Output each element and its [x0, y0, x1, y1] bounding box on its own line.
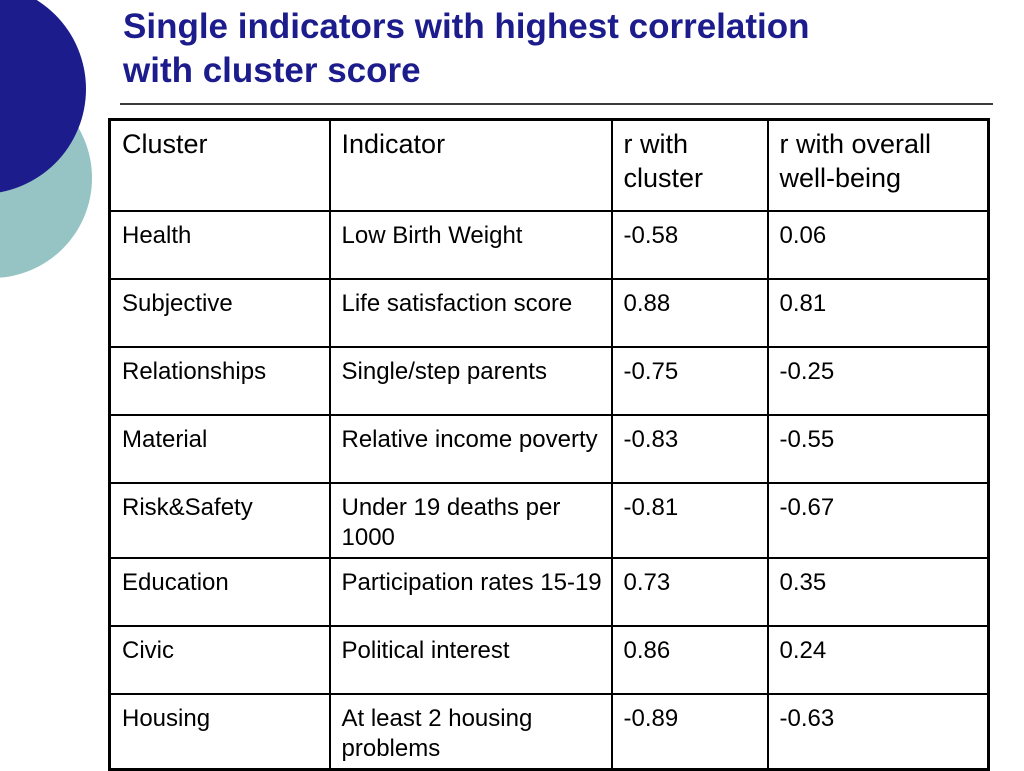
cluster-cell: Risk&Safety — [108, 481, 331, 559]
r-with-overall-cell: 0.06 — [766, 209, 990, 280]
r-with-overall-cell: 0.24 — [766, 624, 990, 695]
column-header-r-with-overall: r with overall well-being — [766, 118, 990, 212]
r-with-overall-cell: 0.81 — [766, 277, 990, 348]
r-with-overall-cell: -0.25 — [766, 345, 990, 416]
table-row: Material Relative income poverty -0.83 -… — [108, 413, 990, 484]
indicator-cell: At least 2 housing problems — [328, 692, 613, 770]
r-with-cluster-cell: -0.58 — [610, 209, 769, 280]
r-with-overall-cell: -0.67 — [766, 481, 990, 559]
column-header-cluster: Cluster — [108, 118, 331, 212]
table-row: Housing At least 2 housing problems -0.8… — [108, 692, 990, 770]
r-with-cluster-cell: 0.86 — [610, 624, 769, 695]
cluster-cell: Material — [108, 413, 331, 484]
indicator-cell: Participation rates 15-19 — [328, 556, 613, 627]
cluster-cell: Civic — [108, 624, 331, 695]
r-with-cluster-cell: 0.88 — [610, 277, 769, 348]
table-header-row: Cluster Indicator r with cluster r with … — [108, 118, 990, 212]
table-row: Civic Political interest 0.86 0.24 — [108, 624, 990, 695]
cluster-cell: Education — [108, 556, 331, 627]
r-with-overall-cell: 0.35 — [766, 556, 990, 627]
r-with-overall-cell: -0.63 — [766, 692, 990, 770]
r-with-cluster-cell: -0.83 — [610, 413, 769, 484]
r-with-cluster-cell: -0.81 — [610, 481, 769, 559]
table-row: Risk&Safety Under 19 deaths per 1000 -0.… — [108, 481, 990, 559]
r-with-cluster-cell: -0.75 — [610, 345, 769, 416]
correlation-table-container: Cluster Indicator r with cluster r with … — [108, 118, 990, 771]
r-with-cluster-cell: -0.89 — [610, 692, 769, 770]
table-row: Health Low Birth Weight -0.58 0.06 — [108, 209, 990, 280]
column-header-r-with-cluster: r with cluster — [610, 118, 769, 212]
correlation-table: Cluster Indicator r with cluster r with … — [108, 118, 990, 771]
cluster-cell: Relationships — [108, 345, 331, 416]
r-with-cluster-cell: 0.73 — [610, 556, 769, 627]
r-with-overall-cell: -0.55 — [766, 413, 990, 484]
column-header-indicator: Indicator — [328, 118, 613, 212]
table-row: Relationships Single/step parents -0.75 … — [108, 345, 990, 416]
slide-title-line-2: with cluster score — [123, 50, 421, 90]
indicator-cell: Relative income poverty — [328, 413, 613, 484]
table-row: Education Participation rates 15-19 0.73… — [108, 556, 990, 627]
cluster-cell: Subjective — [108, 277, 331, 348]
cluster-cell: Housing — [108, 692, 331, 770]
slide-title-line-1: Single indicators with highest correlati… — [123, 7, 810, 46]
cluster-cell: Health — [108, 209, 331, 280]
slide-title: Single indicators with highest correlati… — [123, 5, 1003, 93]
title-underline-rule — [120, 103, 993, 105]
indicator-cell: Under 19 deaths per 1000 — [328, 481, 613, 559]
indicator-cell: Low Birth Weight — [328, 209, 613, 280]
indicator-cell: Political interest — [328, 624, 613, 695]
indicator-cell: Life satisfaction score — [328, 277, 613, 348]
table-row: Subjective Life satisfaction score 0.88 … — [108, 277, 990, 348]
indicator-cell: Single/step parents — [328, 345, 613, 416]
